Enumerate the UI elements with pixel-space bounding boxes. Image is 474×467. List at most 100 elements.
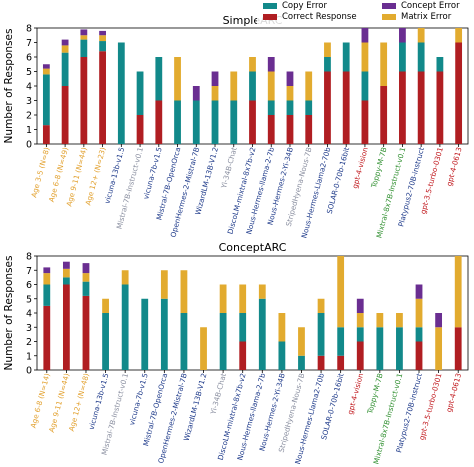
conceptarc-bar-age-6-8-n-14-copy-error bbox=[43, 284, 51, 306]
simplearc-bar-vicuna-13b-v1-5-copy-error bbox=[117, 42, 125, 144]
simplearc-bar-gpt-3-5-turbo-0301-correct-response bbox=[436, 71, 444, 144]
conceptarc-bar-vicuna-13b-v1-5-copy-error bbox=[102, 313, 109, 370]
simplearc-bar-age-12-n-23-correct-response bbox=[99, 51, 106, 145]
simplearc-bar-mistral-7b-instruct-v0-1-correct-response bbox=[136, 115, 144, 144]
simplearc-bar-mistral-7b-openorca-matrix-error bbox=[174, 57, 181, 101]
conceptarc-bar-mistral-7b-instruct-v0-1-matrix-error bbox=[121, 270, 129, 285]
conceptarc-bar-age-9-11-n-44-concept-error bbox=[62, 261, 70, 269]
simplearc-bar-vicuna-7b-v1-5-correct-response bbox=[155, 100, 163, 144]
simplearc-bar-age-3-5-n-8-matrix-error bbox=[42, 68, 50, 75]
conceptarc-ylabel: Number of Responses bbox=[3, 256, 15, 371]
conceptarc-bar-mixtral-8x7b-instruct-v0-1-matrix-error bbox=[396, 313, 403, 328]
legend-item-correct-response: Correct Response bbox=[263, 12, 357, 22]
conceptarc-bar-discolm-mixtral-8x7b-v2-matrix-error bbox=[239, 284, 247, 313]
simplearc-bar-age-6-8-n-49-concept-error bbox=[61, 39, 69, 46]
simplearc-bar-discolm-mixtral-8x7b-v2-matrix-error bbox=[249, 57, 256, 72]
conceptarc-bar-platypus2-70b-instruct-copy-error bbox=[415, 327, 423, 342]
conceptarc-bar-vicuna-13b-v1-5-matrix-error bbox=[102, 298, 109, 313]
simplearc-bar-solar-0-70b-16bit-copy-error bbox=[342, 42, 350, 72]
simplearc-bar-discolm-mixtral-8x7b-v2-correct-response bbox=[249, 100, 256, 144]
simplearc-ytick-label-3: 3 bbox=[26, 96, 32, 107]
simplearc-xtick-label-gpt-4-0613: gpt-4-0613 bbox=[445, 146, 464, 187]
conceptarc-title: ConceptARC bbox=[219, 241, 287, 254]
conceptarc-bar-stripedhyena-nous-7b-matrix-error bbox=[298, 327, 305, 356]
simplearc-bar-yi-34b-chat-matrix-error bbox=[230, 71, 238, 101]
conceptarc-bar-platypus2-70b-instruct-concept-error bbox=[415, 284, 423, 299]
simplearc-bar-nous-hermes-llama-2-7b-correct-response bbox=[267, 115, 275, 144]
conceptarc-bar-age-6-8-n-14-matrix-error bbox=[43, 273, 51, 285]
conceptarc-bar-nous-hermes-llama2-70b-copy-error bbox=[317, 313, 325, 356]
simplearc-bar-nous-hermes-2-yi-34b-concept-error bbox=[286, 71, 294, 86]
conceptarc-bar-mistral-7b-openorca-matrix-error bbox=[160, 270, 168, 299]
conceptarc-bar-nous-hermes-2-yi-34b-matrix-error bbox=[278, 313, 286, 342]
conceptarc-bar-gpt-4-vision-concept-error bbox=[356, 298, 364, 313]
simplearc-bar-gpt-4-vision-concept-error bbox=[361, 28, 369, 43]
simplearc-xtick-label-toppy-m-7b: Toppy-M-7B bbox=[369, 146, 389, 190]
simplearc-bar-openhermes-2-mistral-7b-concept-error bbox=[192, 86, 200, 101]
conceptarc-bar-yi-34b-chat-matrix-error bbox=[219, 284, 227, 313]
conceptarc-bar-gpt-4-0613-correct-response bbox=[454, 327, 462, 370]
simplearc-bar-stripedhyena-nous-7b-copy-error bbox=[305, 100, 313, 115]
conceptarc-bar-nous-hermes-llama2-70b-matrix-error bbox=[317, 298, 325, 313]
simplearc-bar-nous-hermes-llama-2-7b-matrix-error bbox=[267, 71, 275, 101]
simplearc-ytick-label-6: 6 bbox=[26, 53, 32, 64]
simplearc-ytick-label-1: 1 bbox=[26, 125, 32, 136]
simplearc-bar-toppy-m-7b-matrix-error bbox=[380, 42, 388, 86]
conceptarc-bar-gpt-4-vision-copy-error bbox=[356, 327, 364, 342]
conceptarc-bar-discolm-mixtral-8x7b-v2-correct-response bbox=[239, 341, 247, 370]
simplearc-ytick-label-2: 2 bbox=[26, 111, 32, 122]
simplearc-bar-age-3-5-n-8-correct-response bbox=[42, 125, 50, 144]
simplearc-bar-age-3-5-n-8-concept-error bbox=[42, 64, 50, 69]
simplearc-xtick-label-gpt-4-vision: gpt-4-vision bbox=[350, 146, 370, 189]
simplearc-ytick-label-8: 8 bbox=[26, 24, 32, 35]
simplearc-bar-gpt-4-0613-matrix-error bbox=[455, 28, 463, 43]
conceptarc-bar-vicuna-7b-v1-5-copy-error bbox=[141, 298, 149, 370]
conceptarc-bar-age-9-11-n-44-matrix-error bbox=[62, 268, 70, 278]
simplearc-bar-discolm-mixtral-8x7b-v2-copy-error bbox=[249, 71, 256, 101]
simplearc-bar-platypus2-70b-instruct-copy-error bbox=[417, 42, 425, 72]
conceptarc-bar-toppy-m-7b-copy-error bbox=[376, 327, 384, 370]
conceptarc-bar-age-6-8-n-14-concept-error bbox=[43, 267, 51, 274]
legend: Copy Error Correct Response Concept Erro… bbox=[257, 0, 474, 24]
conceptarc-bar-nous-hermes-llama-2-7b-matrix-error bbox=[258, 284, 266, 299]
conceptarc-bar-age-12-n-48-matrix-error bbox=[82, 273, 90, 282]
conceptarc-xtick-label-toppy-m-7b: Toppy-M-7B bbox=[365, 372, 385, 416]
legend-swatch-matrix-error bbox=[382, 13, 396, 20]
legend-swatch-correct-response bbox=[263, 13, 277, 20]
simplearc-bar-gpt-4-0613-correct-response bbox=[455, 42, 463, 144]
conceptarc-ytick-label-8: 8 bbox=[26, 252, 32, 263]
conceptarc-bar-age-12-n-48-correct-response bbox=[82, 295, 90, 370]
simplearc-bar-platypus2-70b-instruct-matrix-error bbox=[417, 28, 425, 43]
conceptarc-xtick-label-gpt-4-vision: gpt-4-vision bbox=[345, 372, 365, 415]
conceptarc-xtick-label-gpt-4-0613: gpt-4-0613 bbox=[444, 372, 463, 413]
simplearc-bar-age-9-11-n-44-correct-response bbox=[80, 57, 88, 144]
conceptarc-bar-yi-34b-chat-copy-error bbox=[219, 313, 227, 370]
simplearc-bar-age-6-8-n-49-copy-error bbox=[61, 52, 69, 86]
simplearc-bar-gpt-3-5-turbo-0301-copy-error bbox=[436, 57, 444, 72]
legend-label-concept-error: Concept Error bbox=[401, 1, 460, 11]
simplearc-bar-gpt-4-vision-correct-response bbox=[361, 100, 369, 144]
conceptarc-ytick-label-2: 2 bbox=[26, 337, 32, 348]
legend-item-concept-error: Concept Error bbox=[382, 1, 460, 11]
conceptarc-bar-mistral-7b-openorca-copy-error bbox=[160, 298, 168, 370]
legend-swatch-copy-error bbox=[263, 2, 277, 9]
conceptarc-bar-platypus2-70b-instruct-correct-response bbox=[415, 341, 423, 370]
simplearc-bar-openhermes-2-mistral-7b-copy-error bbox=[192, 100, 200, 144]
legend-label-copy-error: Copy Error bbox=[282, 1, 327, 11]
simplearc-bar-wizardlm-13b-v1-2-copy-error bbox=[211, 100, 219, 144]
conceptarc-ytick-label-7: 7 bbox=[26, 266, 32, 277]
conceptarc-bar-age-9-11-n-44-correct-response bbox=[62, 284, 70, 370]
conceptarc-bar-gpt-4-0613-matrix-error bbox=[454, 256, 462, 328]
conceptarc-ytick-label-3: 3 bbox=[26, 323, 32, 334]
conceptarc-xtick-label-age-6-8-n-14: Age 6-8 (N=14) bbox=[28, 372, 51, 429]
simplearc-bar-gpt-4-vision-matrix-error bbox=[361, 42, 369, 72]
conceptarc-bar-toppy-m-7b-matrix-error bbox=[376, 313, 384, 328]
conceptarc-bar-age-12-n-48-concept-error bbox=[82, 263, 90, 274]
simplearc-bar-nous-hermes-llama2-70b-copy-error bbox=[324, 57, 331, 72]
simplearc-ytick-label-5: 5 bbox=[26, 67, 32, 78]
simplearc-bar-age-12-n-23-concept-error bbox=[99, 30, 106, 36]
simplearc-bar-nous-hermes-llama-2-7b-copy-error bbox=[267, 100, 275, 115]
legend-label-matrix-error: Matrix Error bbox=[401, 12, 452, 22]
simplearc-bar-stripedhyena-nous-7b-matrix-error bbox=[305, 71, 313, 101]
simplearc-bar-nous-hermes-llama-2-7b-concept-error bbox=[267, 57, 275, 72]
